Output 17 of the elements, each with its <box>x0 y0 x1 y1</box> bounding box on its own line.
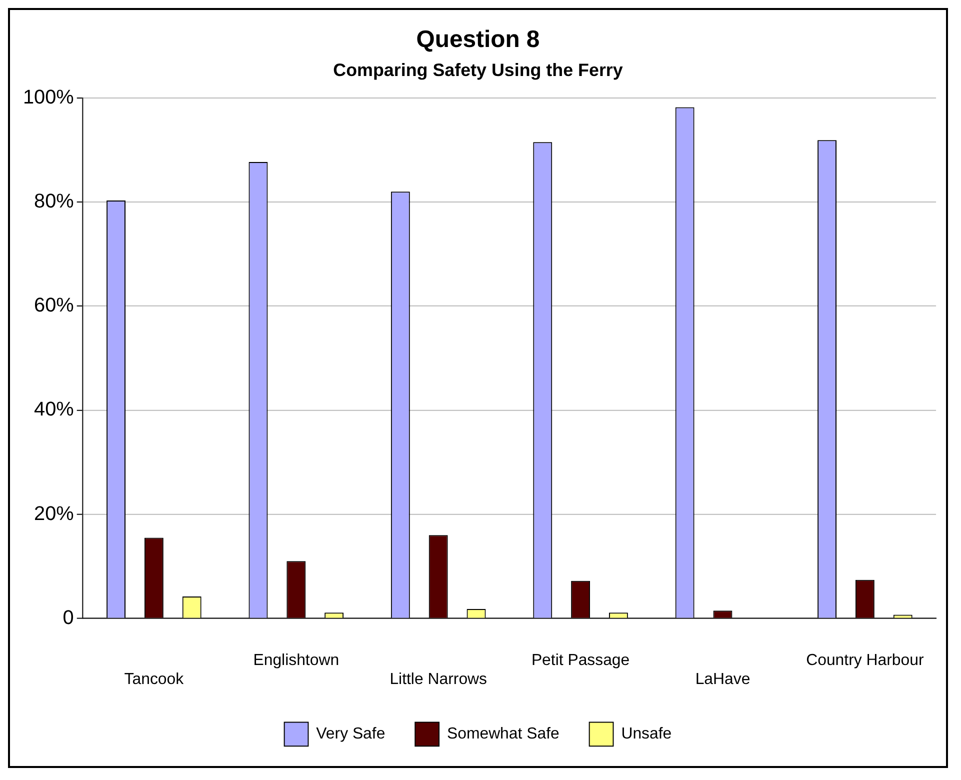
x-tick-label: Petit Passage <box>531 652 630 670</box>
x-tick-label: Little Narrows <box>390 671 488 688</box>
y-tick-label: 100% <box>22 86 74 108</box>
chart-title: Question 8 <box>416 26 540 53</box>
x-tick-label: Country Harbour <box>806 652 924 670</box>
x-tick-label: Englishtown <box>253 652 340 670</box>
y-tick-label: 20% <box>34 502 74 525</box>
y-tick-label: 80% <box>34 190 74 213</box>
y-tick-label: 40% <box>34 398 74 421</box>
y-tick-label: 0 <box>62 606 74 629</box>
chart-subtitle: Comparing Safety Using the Ferry <box>333 60 623 80</box>
legend-label: Unsafe <box>621 726 672 743</box>
y-tick-label: 60% <box>34 294 74 317</box>
x-tick-label: LaHave <box>695 671 750 688</box>
legend-label: Somewhat Safe <box>446 726 560 743</box>
x-tick-label: Tancook <box>124 671 184 688</box>
legend-label: Very Safe <box>316 726 386 743</box>
